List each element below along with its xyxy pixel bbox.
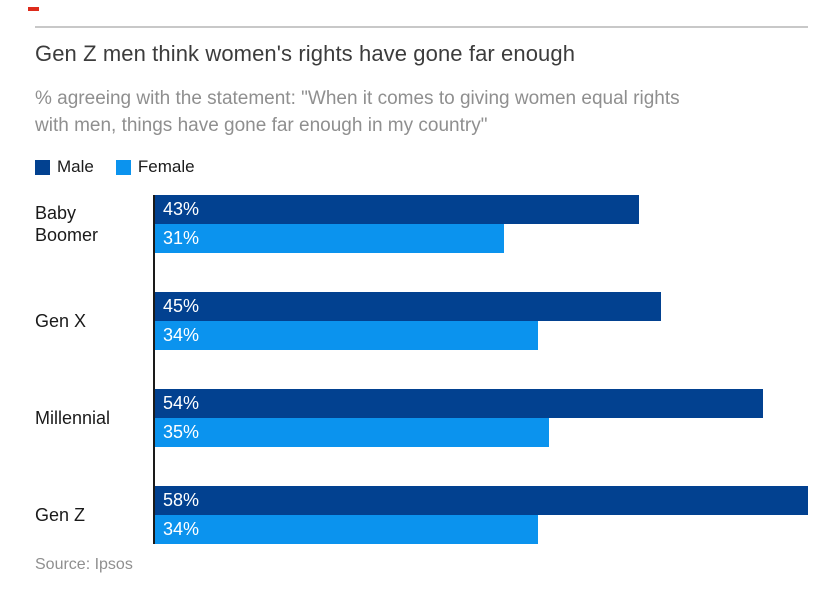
bar-value-label: 45% [163,296,200,316]
bar-group: 45% 34% [155,292,830,350]
category-label: Millennial [35,408,111,428]
bar-chart: Baby Boomer 43% 31% Gen X 45% 34% Millennial 54… [0,195,840,555]
chart-row-baby-boomer: Baby Boomer 43% 31% [0,195,840,253]
brand-accent-dash [28,7,39,11]
male-bar: 43% [155,195,639,224]
category-label: Gen Z [35,505,86,525]
female-bar: 34% [155,515,538,544]
chart-subtitle: % agreeing with the statement: "When it … [35,85,825,139]
top-divider [35,26,808,28]
bar-value-label: 35% [163,422,200,442]
male-bar: 58% [155,486,808,515]
bar-group: 54% 35% [155,389,830,447]
chart-subtitle-line-1: % agreeing with the statement: "When it … [35,88,680,109]
male-bar: 45% [155,292,662,321]
bar-value-label: 34% [163,325,200,345]
bar-value-label: 43% [163,199,200,219]
female-bar: 34% [155,321,538,350]
chart-row-gen-z: Gen Z 58% 34% [0,486,840,544]
female-bar: 31% [155,224,504,253]
chart-row-gen-x: Gen X 45% 34% [0,292,840,350]
legend-label: Male [57,157,94,176]
y-axis-line [153,195,155,544]
legend-item-female: Female [115,157,195,177]
chart-row-millennial: Millennial 54% 35% [0,389,840,447]
chart-subtitle-line-2: with men, things have gone far enough in… [35,115,488,136]
bar-value-label: 31% [163,228,200,248]
legend-item-male: Male [35,157,94,177]
bar-group: 58% 34% [155,486,830,544]
female-bar: 35% [155,418,549,447]
legend-swatch-female [115,159,131,175]
legend-label: Female [137,157,195,176]
category-label: Baby Boomer [35,203,99,245]
bar-value-label: 58% [163,490,200,510]
male-bar: 54% [155,389,763,418]
category-label: Gen X [35,311,87,331]
bar-value-label: 34% [163,519,200,539]
chart-title: Gen Z men think women's rights have gone… [35,41,576,66]
legend-swatch-male [35,159,50,175]
bar-group: 43% 31% [155,195,830,253]
bar-value-label: 54% [163,393,200,413]
source-credit: Source: Ipsos [35,556,133,573]
legend: Male Female [35,157,195,177]
